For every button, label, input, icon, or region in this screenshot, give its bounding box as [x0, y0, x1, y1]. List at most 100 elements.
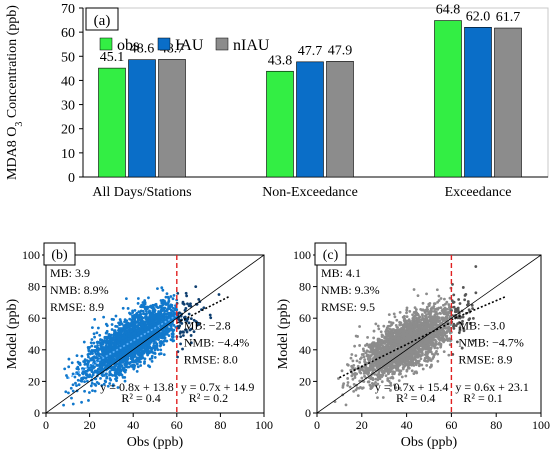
scatter-point: [135, 311, 139, 315]
scatter-point: [171, 335, 175, 339]
scatter-point: [384, 329, 388, 333]
scatter-point: [377, 327, 381, 331]
scatter-point: [97, 340, 101, 344]
scatter-point: [93, 335, 96, 339]
scatter-point: [161, 329, 165, 333]
scatter-point: [401, 315, 405, 319]
scatter-point: [90, 344, 94, 348]
scatter-point: [388, 337, 392, 341]
scatter-point: [187, 304, 191, 308]
scatter-point: [139, 309, 143, 313]
scatter-point: [350, 353, 354, 356]
scatter-point: [132, 331, 136, 335]
scatter-point: [87, 355, 90, 359]
scatter-point: [368, 343, 372, 347]
scatter-point: [445, 338, 449, 341]
scatter-point: [93, 369, 97, 373]
scatter-point: [352, 382, 356, 386]
scatter-point: [440, 334, 444, 338]
scatter-point: [439, 342, 443, 346]
y-tick-label-b: 100: [22, 248, 40, 262]
scatter-point: [137, 352, 141, 356]
scatter-point: [67, 357, 71, 361]
scatter-point: [170, 322, 174, 326]
scatter-point: [461, 319, 464, 323]
scatter-point: [398, 386, 401, 390]
scatter-point: [176, 355, 179, 359]
scatter-point: [132, 353, 136, 357]
scatter-point: [461, 286, 465, 289]
legend-swatch-nIAU: [215, 37, 229, 51]
scatter-point: [147, 364, 150, 368]
scatter-point: [115, 345, 119, 349]
scatter-point: [134, 336, 138, 339]
scatter-point: [461, 322, 464, 326]
scatter-point: [136, 329, 139, 333]
bar-IAU-2: [464, 27, 492, 178]
scatter-point: [362, 355, 366, 359]
scatter-point: [96, 357, 100, 361]
bar-IAU-0: [128, 59, 156, 178]
scatter-point: [114, 364, 118, 367]
bar-value-label: 48.6: [130, 42, 155, 57]
scatter-point: [150, 319, 154, 322]
scatter-point: [102, 359, 106, 363]
scatter-point: [460, 346, 464, 350]
scatter-point: [443, 297, 446, 301]
scatter-point: [99, 367, 103, 370]
scatter-point: [445, 300, 449, 304]
scatter-point: [184, 328, 187, 332]
scatter-point: [91, 356, 95, 360]
scatter-point: [112, 331, 116, 335]
scatter-point: [434, 330, 437, 334]
scatter-point: [127, 334, 131, 338]
scatter-point: [439, 297, 443, 300]
scatter-point: [421, 301, 425, 305]
scatter-point: [91, 371, 95, 375]
scatter-point: [171, 297, 175, 301]
scatter-point: [439, 306, 443, 310]
scatter-point: [117, 330, 121, 334]
scatter-point: [432, 355, 436, 359]
scatter-point: [128, 311, 131, 315]
scatter-point: [155, 346, 159, 349]
legend-label-obs: obs: [117, 37, 139, 54]
scatter-point: [443, 333, 447, 337]
scatter-point: [152, 342, 156, 345]
scatter-point: [83, 358, 87, 362]
x-tick-label-b: 100: [255, 418, 273, 432]
scatter-point: [139, 357, 143, 361]
scatter-point: [136, 347, 140, 351]
scatter-point: [141, 338, 145, 342]
scatter-point: [448, 305, 452, 309]
scatter-point: [87, 399, 90, 402]
stats-exceed-b: RMSE: 8.0: [184, 352, 238, 366]
scatter-point: [373, 349, 376, 353]
scatter-point: [119, 353, 123, 357]
y-tick-label-b: 40: [28, 343, 40, 357]
scatter-point: [417, 364, 421, 368]
scatter-point: [182, 302, 186, 306]
scatter-point: [105, 331, 109, 334]
scatter-point: [405, 359, 409, 363]
scatter-point: [70, 396, 73, 400]
scatter-point: [109, 358, 113, 361]
scatter-point: [113, 340, 117, 344]
scatter-point: [447, 303, 451, 306]
scatter-point: [362, 371, 366, 375]
scatter-point: [150, 337, 154, 341]
scatter-point: [162, 343, 166, 347]
scatter-point: [74, 381, 77, 385]
scatter-point: [137, 322, 141, 326]
scatter-point: [192, 318, 196, 322]
scatter-point: [351, 377, 355, 381]
scatter-point: [89, 384, 93, 388]
scatter-point: [140, 328, 144, 331]
scatter-point: [412, 363, 416, 367]
scatter-point: [115, 355, 119, 359]
scatter-point: [436, 346, 439, 350]
scatter-point: [448, 296, 452, 300]
scatter-point: [116, 342, 120, 346]
scatter-point: [90, 368, 94, 372]
